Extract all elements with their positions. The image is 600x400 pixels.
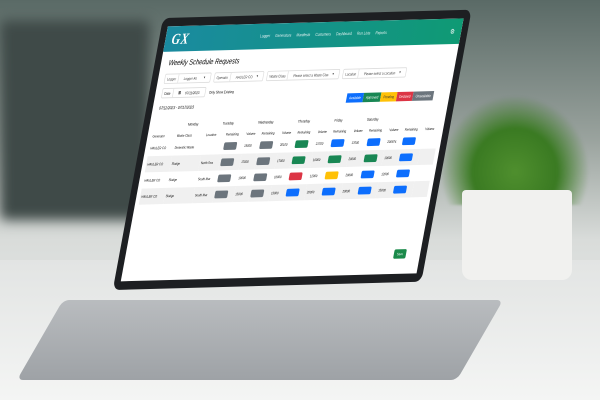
- laptop-keyboard-deck: [16, 300, 504, 380]
- cell-generator: HAULER CO: [142, 172, 169, 189]
- schedule-slot-declined[interactable]: [288, 171, 304, 180]
- cell-waste: Sludge: [168, 154, 202, 172]
- schedule-slot-unavailable[interactable]: [255, 156, 271, 165]
- location-text: North Sea: [200, 160, 214, 165]
- waste-text: Sludge: [165, 193, 175, 199]
- volume-cell: [414, 165, 432, 182]
- generator-text: HAULER CO: [150, 145, 167, 151]
- gear-icon[interactable]: ⚙: [449, 27, 456, 36]
- logger-value: Logger All: [183, 75, 198, 81]
- schedule-slot-available[interactable]: [285, 188, 301, 197]
- volume-cell: [417, 148, 436, 166]
- cell-waste: Domestic Waste: [172, 139, 204, 156]
- screen: GX Logger Generators Manifests Customers Das…: [120, 18, 464, 282]
- app-header: GX Logger Generators Manifests Customers Das…: [163, 18, 464, 52]
- plant: [440, 95, 590, 205]
- schedule-slot-unavailable[interactable]: [220, 157, 235, 166]
- operator-label: Operator: [216, 75, 229, 80]
- cell-generator: HAULER CO: [144, 155, 172, 173]
- location-select[interactable]: Location Please select a Location ▾: [341, 67, 408, 80]
- location-text: South Mar: [194, 192, 208, 198]
- schedule-slot-approved[interactable]: [363, 153, 378, 162]
- schedule-slot-available[interactable]: [366, 137, 381, 146]
- nav-item[interactable]: Logger: [259, 33, 271, 40]
- day-header: Monday: [187, 121, 199, 127]
- schedule-slot-available[interactable]: [321, 187, 336, 196]
- waste-text: Sludge: [171, 161, 181, 166]
- operator-value: HAULER CO: [235, 74, 254, 80]
- schedule-slot-unavailable[interactable]: [217, 173, 232, 182]
- schedule-slot-approved[interactable]: [294, 139, 309, 148]
- schedule-slot-pending[interactable]: [324, 170, 339, 179]
- cell-waste: Sludge: [166, 171, 198, 188]
- generator-text: HAULER CO: [141, 194, 158, 199]
- cell-generator: HAULER CO: [148, 139, 175, 156]
- schedule-slot-approved[interactable]: [291, 155, 307, 164]
- volume-cell: [420, 132, 438, 149]
- day-header: Tuesday: [222, 120, 235, 126]
- nav-item[interactable]: Run Lists: [356, 30, 371, 37]
- schedule-slot-approved[interactable]: [327, 154, 342, 163]
- nav-item[interactable]: Reports: [374, 30, 388, 36]
- schedule-slot-unavailable[interactable]: [214, 190, 229, 199]
- location-value: Please select a Location: [363, 70, 396, 76]
- day-header: Thursday: [297, 118, 311, 124]
- chevron-down-icon: ▾: [398, 69, 402, 75]
- schedule-slot-unavailable[interactable]: [223, 141, 238, 150]
- location-text: South Mar: [197, 176, 211, 182]
- chevron-down-icon: ▾: [256, 73, 259, 79]
- schedule-slot-available[interactable]: [396, 169, 411, 178]
- legend-available: Available: [345, 92, 365, 103]
- waste-class-value: Please select a Waste Clas: [293, 72, 329, 78]
- schedule-slot-unavailable[interactable]: [252, 172, 268, 181]
- nav-item[interactable]: Customers: [314, 32, 332, 38]
- schedule-slot-available[interactable]: [330, 138, 345, 147]
- schedule-slot-unavailable[interactable]: [258, 140, 274, 149]
- cell-generator: HAULER CO: [138, 187, 166, 205]
- date-field[interactable]: Date ▦ 07/11/2023: [160, 87, 207, 99]
- day-header: Saturday: [366, 117, 379, 122]
- schedule-slot-available[interactable]: [360, 170, 375, 179]
- background-window: [0, 20, 150, 220]
- plant-pot: [462, 190, 572, 280]
- laptop-screen-bezel: GX Logger Generators Manifests Customers Das…: [112, 9, 472, 290]
- logo: GX: [170, 29, 191, 47]
- generator-text: HAULER CO: [147, 161, 164, 167]
- legend-unavailable: Unavailable: [412, 91, 435, 101]
- chevron-down-icon: ▾: [203, 75, 206, 80]
- schedule-slot-available[interactable]: [402, 136, 417, 145]
- cell-waste: Sludge: [162, 187, 196, 205]
- page-title: Weekly Schedule Requests: [168, 56, 241, 67]
- day-header: Friday: [334, 118, 343, 123]
- save-button[interactable]: Save: [392, 249, 407, 259]
- chevron-down-icon: ▾: [332, 71, 335, 77]
- waste-class-label: Waste Class: [269, 73, 287, 79]
- waste-text: Sludge: [168, 177, 178, 182]
- date-value: 07/11/2023: [184, 90, 200, 95]
- nav-item[interactable]: Generators: [274, 33, 292, 39]
- nav-item[interactable]: Dashboard: [335, 31, 353, 38]
- schedule-slot-unavailable[interactable]: [250, 189, 265, 198]
- waste-text: Domestic Waste: [174, 144, 195, 150]
- generator-text: HAULER CO: [144, 177, 161, 183]
- volume-cell: [411, 180, 430, 198]
- schedule-table: Generator Waste Class Location Remaining Vol…: [138, 125, 440, 205]
- schedule-slot-available[interactable]: [393, 185, 408, 194]
- logger-select[interactable]: Logger Logger All ▾: [163, 72, 212, 84]
- location-label: Location: [345, 71, 357, 77]
- waste-class-select[interactable]: Waste Class Please select a Waste Clas ▾: [266, 69, 341, 82]
- schedule-slot-available[interactable]: [357, 186, 372, 195]
- operator-select[interactable]: Operator HAULER CO ▾: [213, 71, 265, 83]
- nav-bar: Logger Generators Manifests Customers Dashbo…: [260, 31, 388, 40]
- logger-label: Logger: [166, 76, 177, 81]
- nav-item[interactable]: Manifests: [295, 32, 311, 39]
- only-existing-checkbox[interactable]: Only Show Existing: [208, 89, 235, 95]
- schedule-slot-available[interactable]: [399, 152, 414, 161]
- day-header: Wednesday: [257, 119, 274, 125]
- legend-approved: Approved: [362, 92, 382, 103]
